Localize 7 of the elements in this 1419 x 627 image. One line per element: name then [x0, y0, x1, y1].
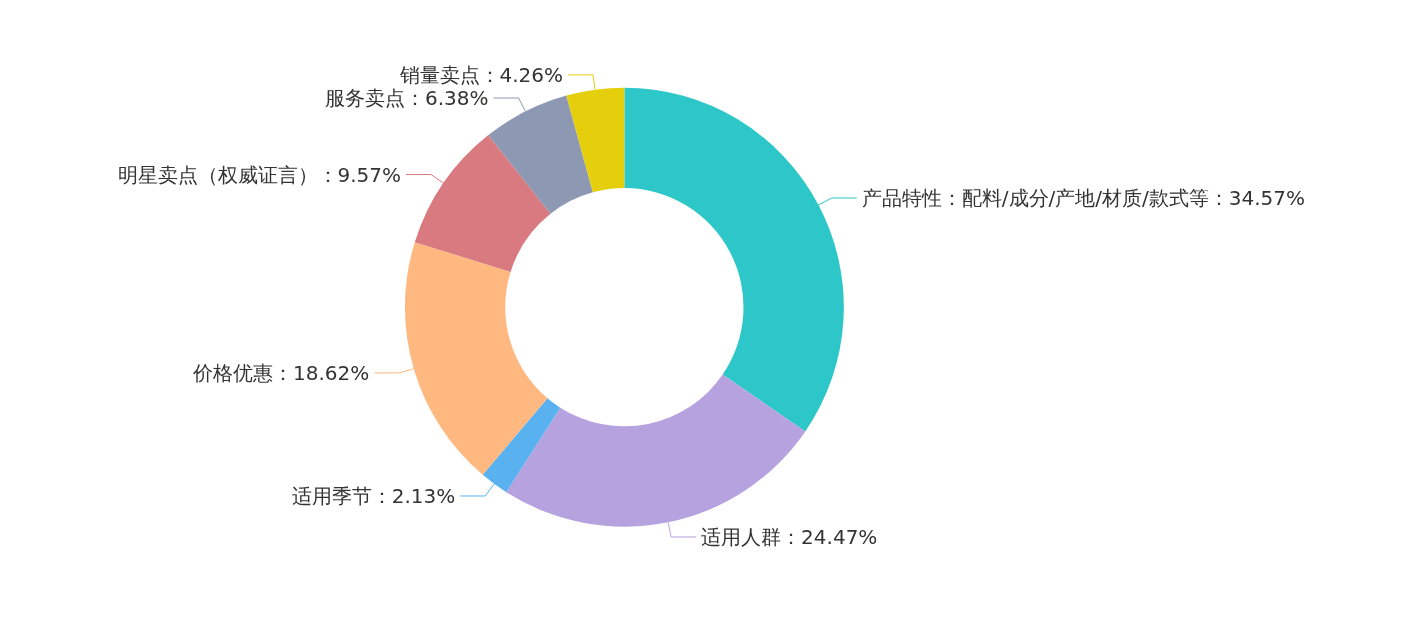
slice-label: 适用季节：2.13%: [291, 483, 456, 508]
slice-label: 价格优惠：18.62%: [192, 360, 370, 385]
slice-label: 销量卖点：4.26%: [398, 62, 564, 87]
slice-label: 适用人群：24.47%: [701, 524, 878, 549]
slice-label: 服务卖点：6.38%: [325, 86, 489, 110]
slice-label: 明星卖点（权威证言）：9.57%: [117, 162, 402, 187]
slice-label: 产品特性：配料/成分/产地/材质/款式等：34.57%: [861, 185, 1306, 210]
